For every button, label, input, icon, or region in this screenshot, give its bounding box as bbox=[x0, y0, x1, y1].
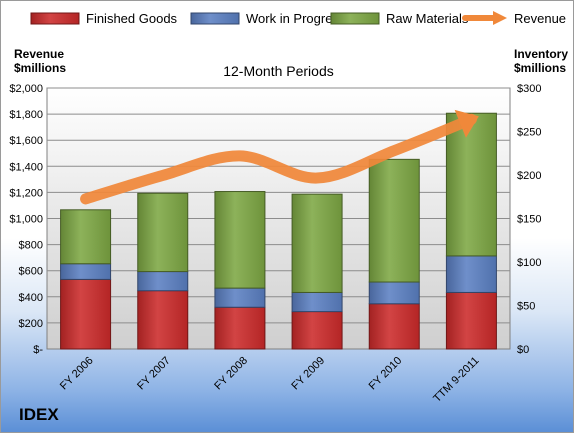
category-label: FY 2010 bbox=[367, 355, 405, 393]
chart-title: 12-Month Periods bbox=[223, 63, 334, 79]
legend-swatch-revenue-arrow bbox=[493, 11, 507, 25]
bar-raw-materials bbox=[60, 209, 112, 265]
right-tick-label: $150 bbox=[517, 214, 541, 226]
left-tick-label: $2,000 bbox=[9, 83, 43, 95]
legend-swatch-work-in-progress bbox=[190, 12, 240, 25]
bar-work-in-progress bbox=[60, 263, 112, 280]
right-tick-label: $50 bbox=[517, 301, 535, 313]
right-tick-label: $200 bbox=[517, 170, 541, 182]
category-label: FY 2006 bbox=[58, 355, 96, 393]
bar-work-in-progress bbox=[214, 287, 266, 308]
left-tick-label: $400 bbox=[19, 292, 43, 304]
revenue-line bbox=[80, 113, 477, 205]
bar-finished-goods bbox=[60, 278, 112, 350]
legend-swatch-raw-materials bbox=[330, 12, 380, 25]
right-axis-label: Inventory $millions bbox=[514, 47, 568, 75]
category-label: FY 2009 bbox=[289, 355, 327, 393]
left-tick-label: $1,600 bbox=[9, 135, 43, 147]
bar-finished-goods bbox=[137, 290, 189, 350]
bar-finished-goods bbox=[291, 311, 343, 350]
bar-finished-goods bbox=[445, 291, 497, 350]
left-tick-label: $- bbox=[33, 344, 43, 356]
left-axis-label: Revenue $millions bbox=[14, 47, 66, 75]
legend-label: Raw Materials bbox=[386, 11, 469, 26]
bar-work-in-progress bbox=[291, 291, 343, 313]
company-label: IDEX bbox=[19, 405, 59, 424]
bar-raw-materials bbox=[137, 192, 189, 273]
right-axis-label-line2: $millions bbox=[514, 61, 567, 75]
left-tick-label: $600 bbox=[19, 266, 43, 278]
bar-raw-materials bbox=[445, 112, 497, 257]
left-tick-label: $1,400 bbox=[9, 161, 43, 173]
legend-swatch-finished-goods bbox=[30, 12, 80, 25]
left-tick-label: $1,200 bbox=[9, 187, 43, 199]
bar-work-in-progress bbox=[445, 255, 497, 293]
bar-finished-goods bbox=[368, 303, 420, 350]
category-label: TTM 9-2011 bbox=[431, 355, 481, 405]
left-tick-label: $200 bbox=[19, 318, 43, 330]
left-axis-label-line2: $millions bbox=[14, 61, 67, 75]
left-tick-label: $1,800 bbox=[9, 109, 43, 121]
category-label: FY 2008 bbox=[212, 355, 250, 393]
revenue-arrowhead bbox=[454, 109, 479, 138]
right-tick-label: $300 bbox=[517, 83, 541, 95]
legend-label: Work in Progress bbox=[246, 11, 346, 26]
bar-work-in-progress bbox=[137, 271, 189, 292]
right-tick-label: $250 bbox=[517, 127, 541, 139]
left-tick-label: $800 bbox=[19, 240, 43, 252]
right-tick-label: $0 bbox=[517, 344, 529, 356]
right-axis-label-line1: Inventory bbox=[514, 47, 569, 61]
bar-work-in-progress bbox=[368, 281, 420, 305]
legend-label: Finished Goods bbox=[86, 11, 178, 26]
category-label: FY 2007 bbox=[135, 355, 173, 393]
bar-raw-materials bbox=[214, 191, 266, 289]
left-axis-label-line1: Revenue bbox=[14, 47, 65, 61]
legend-label: Revenue bbox=[514, 11, 566, 26]
left-tick-label: $1,000 bbox=[9, 214, 43, 226]
bar-raw-materials bbox=[291, 193, 343, 293]
bar-raw-materials bbox=[368, 158, 420, 283]
right-tick-label: $100 bbox=[517, 257, 541, 269]
bar-finished-goods bbox=[214, 306, 266, 350]
